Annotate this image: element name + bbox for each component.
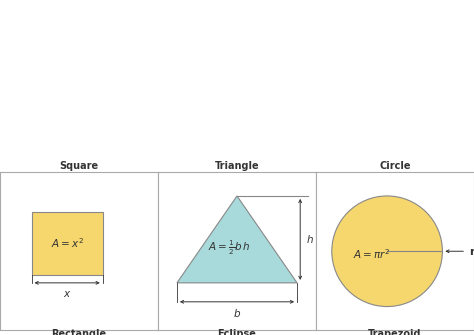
Title: Triangle: Triangle: [215, 161, 259, 172]
Text: $A = \pi r^2$: $A = \pi r^2$: [353, 248, 390, 261]
Text: $h$: $h$: [306, 233, 314, 246]
Title: Rectangle: Rectangle: [52, 329, 107, 335]
Text: $A = \frac{1}{2}b\,h$: $A = \frac{1}{2}b\,h$: [208, 239, 250, 257]
Polygon shape: [177, 196, 297, 283]
Text: $\mathbf{r}$: $\mathbf{r}$: [469, 246, 474, 257]
Title: Circle: Circle: [379, 161, 411, 172]
Bar: [32, 212, 103, 275]
Title: Trapezoid: Trapezoid: [368, 329, 422, 335]
Text: $x$: $x$: [63, 289, 72, 299]
Text: $A = x^2$: $A = x^2$: [51, 237, 83, 250]
Text: $b$: $b$: [233, 307, 241, 319]
Ellipse shape: [332, 196, 442, 307]
Title: Square: Square: [59, 161, 99, 172]
Title: Eclipse: Eclipse: [218, 329, 256, 335]
